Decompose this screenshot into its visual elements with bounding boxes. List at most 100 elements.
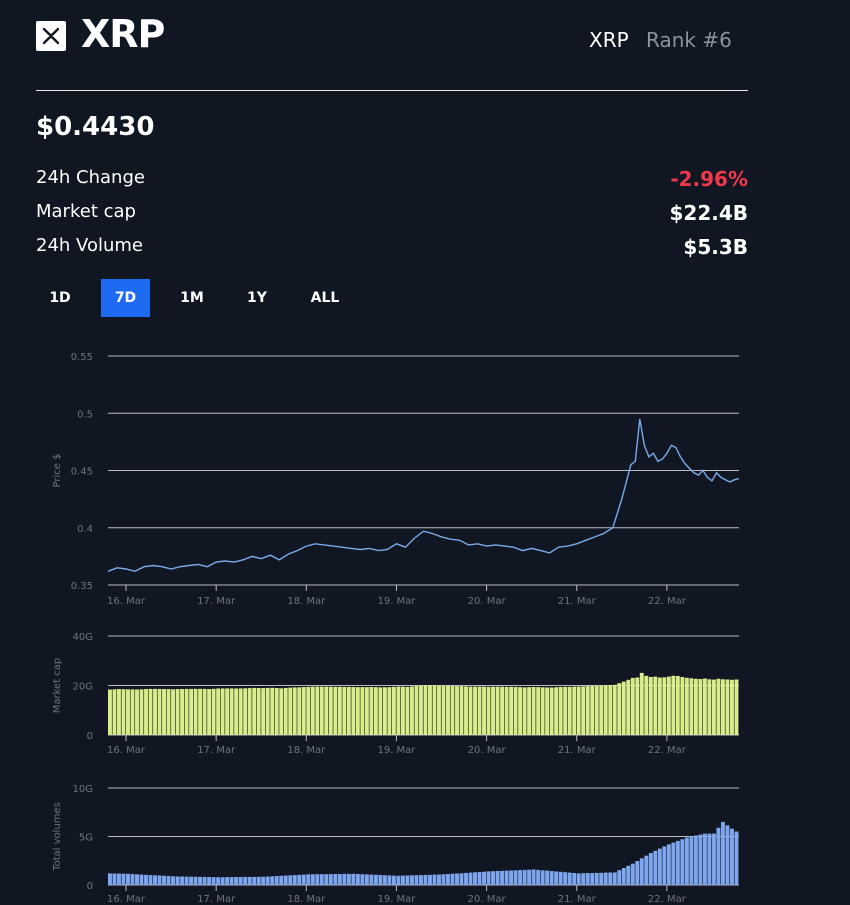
market-cap-bar — [130, 689, 135, 735]
market-cap-bar — [590, 685, 595, 735]
volume-bar — [684, 837, 689, 885]
volume-bar — [310, 874, 315, 885]
volume-bar — [216, 877, 221, 885]
market-cap-bar — [414, 685, 419, 735]
x-tick-label: 20. Mar — [468, 745, 507, 756]
x-tick-label: 22. Mar — [648, 745, 687, 756]
market-cap-bar — [437, 685, 441, 735]
market-cap-bar — [653, 676, 658, 735]
market-cap-bar — [576, 686, 581, 735]
volume-bar — [680, 839, 685, 885]
volume-bar — [729, 828, 734, 885]
x-tick-label: 18. Mar — [287, 745, 326, 756]
volume-bar — [554, 871, 559, 885]
tab-1y[interactable]: 1Y — [233, 279, 281, 317]
market-cap-bar — [522, 687, 527, 735]
x-tick-label: 18. Mar — [287, 596, 326, 607]
volume-bar — [617, 870, 622, 885]
market-cap-bar — [572, 686, 577, 735]
volume-bar — [468, 872, 473, 885]
market-cap-bar — [446, 685, 450, 735]
market-cap-bar — [184, 688, 189, 735]
volume-bar — [648, 853, 653, 885]
market-cap-bar — [693, 678, 698, 735]
market-cap-bar — [630, 677, 635, 735]
market-cap-bar — [189, 688, 194, 735]
market-cap-bar — [418, 685, 423, 735]
price-series-line — [107, 418, 740, 573]
x-tick-label: 17. Mar — [197, 596, 236, 607]
market-cap-bar — [612, 684, 617, 735]
market-cap-bar — [108, 689, 112, 735]
market-cap-bar — [558, 686, 563, 735]
tab-all[interactable]: ALL — [298, 279, 352, 317]
market-cap-bar — [288, 687, 293, 735]
market-cap-bar — [545, 687, 550, 735]
volume-bar — [261, 876, 266, 885]
volume-bar — [558, 871, 563, 885]
y-tick-label: 0.55 — [71, 352, 93, 363]
market-cap-bar — [207, 689, 212, 735]
volume-bar — [130, 874, 135, 885]
market-cap-bar — [319, 686, 324, 735]
volume-bar — [405, 875, 410, 885]
market-cap-bar — [180, 689, 185, 735]
market-cap-bar — [382, 687, 387, 735]
market-cap-bar — [441, 685, 446, 735]
market-cap-bar — [369, 687, 374, 735]
volume-bar — [382, 875, 387, 885]
market-cap-bar — [608, 685, 613, 735]
market-cap-bar — [328, 686, 333, 735]
market-cap-bar — [680, 677, 685, 735]
market-cap-bar — [563, 686, 568, 735]
coin-ticker: XRP — [589, 28, 629, 52]
market-cap-bar — [711, 679, 716, 735]
volume-bar — [157, 875, 162, 885]
market-cap-bar — [450, 686, 455, 735]
volume-bar — [297, 874, 302, 885]
market-cap-bar — [603, 685, 608, 735]
market-cap-bar — [504, 686, 509, 735]
market-cap-bar — [626, 679, 631, 735]
volume-bar — [693, 835, 698, 885]
tab-7d[interactable]: 7D — [101, 279, 150, 317]
volume-bar — [148, 875, 153, 885]
volume-bar — [428, 874, 432, 885]
market-cap-bar — [333, 686, 338, 735]
y-tick-label: 0.5 — [77, 409, 93, 420]
market-cap-bar — [495, 686, 500, 735]
x-tick-label: 21. Mar — [558, 894, 597, 905]
market-cap-bar — [247, 688, 252, 735]
volume-bar — [441, 874, 446, 885]
volume-bar — [423, 874, 428, 885]
tab-1d[interactable]: 1D — [36, 279, 84, 317]
volume-bar — [473, 872, 477, 885]
volume-bar — [202, 876, 207, 885]
volume-bar — [437, 874, 441, 885]
market-cap-bar — [549, 687, 554, 735]
market-cap-bar — [301, 687, 306, 735]
volume-bar — [536, 869, 541, 885]
x-tick-label: 18. Mar — [287, 894, 326, 905]
market-cap-bar — [360, 687, 365, 735]
tab-1m[interactable]: 1M — [168, 279, 216, 317]
market-cap-bar — [324, 686, 329, 735]
volume-bar — [720, 821, 725, 885]
volume-bar — [400, 875, 405, 885]
volume-bar — [653, 850, 658, 885]
volume-bar — [725, 825, 730, 885]
volume-bar — [166, 876, 171, 885]
y-tick-label: 0 — [87, 731, 93, 742]
volume-bar — [531, 869, 536, 885]
market-cap-bar — [162, 689, 166, 735]
market-cap-bar — [117, 689, 121, 735]
volume-bar — [635, 861, 640, 885]
volume-bar — [387, 875, 392, 885]
charts-area: 0.35 0.4 0.45 0.5 0.55 Price $ 16. Mar 17. Mar 1… — [52, 352, 740, 905]
market-cap-bar — [473, 686, 477, 735]
market-cap-bar — [594, 685, 599, 735]
market-cap-bar — [428, 685, 432, 735]
volume-bar — [252, 876, 257, 885]
volume-bar — [355, 874, 360, 885]
market-cap-bar — [432, 685, 437, 735]
